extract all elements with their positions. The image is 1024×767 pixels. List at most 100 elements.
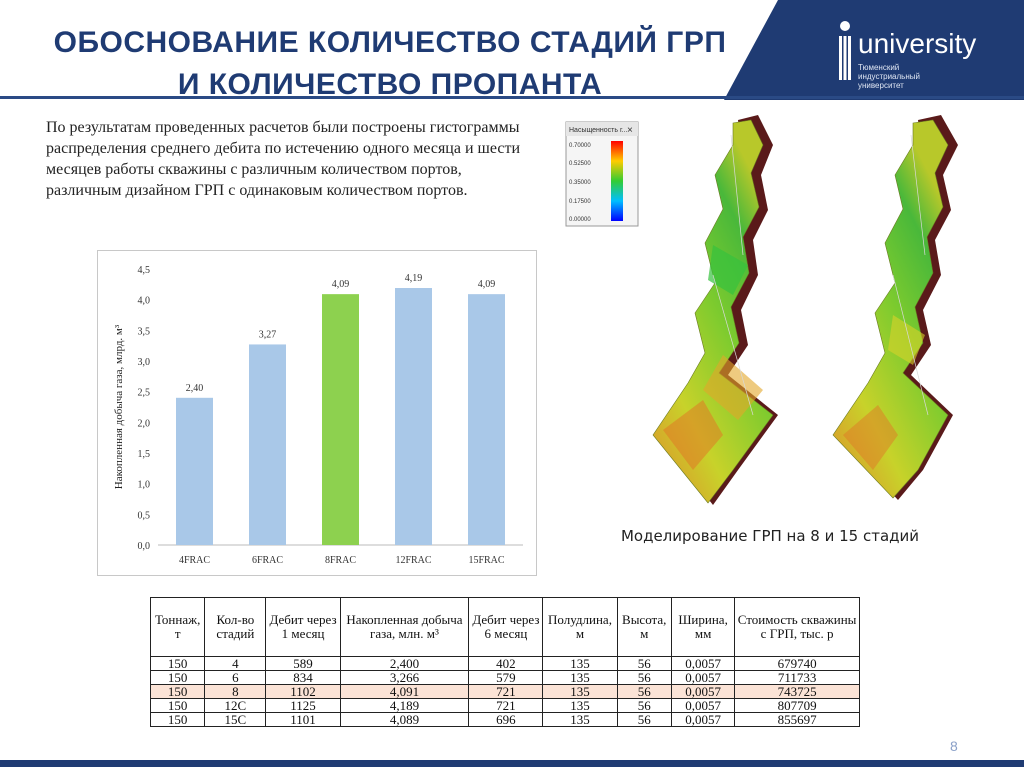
data-label: 4,09 — [478, 279, 496, 290]
table-cell: 834 — [265, 670, 341, 685]
y-tick-label: 0,5 — [138, 510, 151, 521]
table-cell: 711733 — [734, 670, 860, 685]
table-cell: 56 — [616, 698, 672, 713]
university-logo: university Тюменский индустриальный унив… — [838, 18, 988, 90]
table-cell: 855697 — [734, 712, 860, 727]
column-header: Стоимость скважины с ГРП, тыс. р — [734, 597, 860, 657]
column-header: Тоннаж, т — [149, 597, 206, 657]
bar-chart-panel: 0,0 0,5 1,0 1,5 2,0 2,5 3,0 3,5 4,0 4,5 Накопленна… — [97, 250, 537, 576]
footer-band — [0, 760, 1024, 767]
bar — [322, 294, 359, 545]
legend-tick: 0.35000 — [569, 180, 591, 186]
table-cell: 15С — [204, 712, 267, 727]
legend-tick: 0.17500 — [569, 199, 591, 205]
table-row: 150 8 1102 4,091 721 135 56 0,0057 743725 — [149, 684, 860, 699]
logo-word: university — [858, 28, 977, 59]
x-tick-label: 15FRAC — [468, 555, 504, 566]
table-cell: 1101 — [265, 712, 341, 727]
table-cell: 150 — [149, 656, 206, 671]
y-tick-label: 4,5 — [138, 265, 151, 276]
column-header: Ширина, мм — [670, 597, 736, 657]
y-tick-label: 2,0 — [138, 418, 151, 429]
x-tick-label: 12FRAC — [395, 555, 431, 566]
header-divider — [0, 96, 1024, 99]
slide-title: ОБОСНОВАНИЕ КОЛИЧЕСТВО СТАДИЙ ГРП И КОЛИ… — [53, 26, 727, 101]
column-header: Накопленная добыча газа, млн. м³ — [339, 597, 470, 657]
column-header: Высота, м — [616, 597, 672, 657]
table-cell: 4,089 — [339, 712, 470, 727]
frac-model-visualization: Насыщенность г... × 0.70000 0.52500 0.35… — [565, 115, 958, 505]
table-cell: 135 — [542, 698, 618, 713]
table-row: 150 6 834 3,266 579 135 56 0,0057 711733 — [149, 670, 860, 685]
frac-model-15-stages — [832, 115, 958, 500]
table-cell: 0,0057 — [670, 712, 736, 727]
y-axis-label: Накопленная добыча газа, млрд. м³ — [113, 324, 125, 489]
data-label: 4,19 — [405, 273, 423, 284]
table-cell: 2,400 — [339, 656, 470, 671]
table-cell: 150 — [149, 698, 206, 713]
frac-model-8-stages — [652, 115, 778, 505]
table-row: 150 4 589 2,400 402 135 56 0,0057 679740 — [149, 656, 860, 671]
y-tick-label: 1,5 — [138, 449, 151, 460]
table-cell: 6 — [204, 670, 267, 685]
close-icon[interactable]: × — [627, 125, 633, 136]
y-tick-label: 3,0 — [138, 357, 151, 368]
table-cell: 8 — [204, 684, 267, 699]
model-caption: Моделирование ГРП на 8 и 15 стадий — [620, 527, 920, 545]
table-cell: 721 — [468, 698, 544, 713]
table-cell: 56 — [616, 656, 672, 671]
table-cell: 1102 — [265, 684, 341, 699]
table-cell: 56 — [616, 712, 672, 727]
table-cell: 4,189 — [339, 698, 470, 713]
column-header: Дебит через 6 месяц — [468, 597, 544, 657]
table-cell: 1125 — [265, 698, 341, 713]
bar — [395, 288, 432, 545]
table-cell: 0,0057 — [670, 698, 736, 713]
table-cell: 150 — [149, 670, 206, 685]
table-cell: 56 — [616, 684, 672, 699]
table-cell: 4,091 — [339, 684, 470, 699]
saturation-legend: Насыщенность г... × 0.70000 0.52500 0.35… — [565, 121, 639, 227]
logo-mark-icon — [839, 21, 851, 80]
table-row: 150 12С 1125 4,189 721 135 56 0,0057 807709 — [149, 698, 860, 713]
table-cell: 0,0057 — [670, 670, 736, 685]
table-cell: 135 — [542, 670, 618, 685]
data-label: 3,27 — [259, 329, 277, 340]
frac-model-views: Насыщенность г... × 0.70000 0.52500 0.35… — [563, 115, 963, 510]
frac-parameters-table: Тоннаж, т Кол-во стадий Дебит через 1 меся… — [149, 597, 860, 727]
y-tick-label: 3,5 — [138, 326, 151, 337]
table-cell: 589 — [265, 656, 341, 671]
table-cell: 579 — [468, 670, 544, 685]
table-cell: 402 — [468, 656, 544, 671]
bar-chart: 0,0 0,5 1,0 1,5 2,0 2,5 3,0 3,5 4,0 4,5 Накопленна… — [113, 265, 523, 566]
x-tick-label: 4FRAC — [179, 555, 210, 566]
column-header: Дебит через 1 месяц — [265, 597, 341, 657]
y-tick-label: 2,5 — [138, 388, 151, 399]
data-label: 4,09 — [332, 279, 350, 290]
legend-tick: 0.00000 — [569, 217, 591, 223]
table-cell: 0,0057 — [670, 684, 736, 699]
column-header: Полудлина, м — [542, 597, 618, 657]
table-cell: 135 — [542, 684, 618, 699]
y-tick-label: 1,0 — [138, 480, 151, 491]
table-cell: 0,0057 — [670, 656, 736, 671]
table-cell: 12С — [204, 698, 267, 713]
intro-paragraph: По результатам проведенных расчетов были… — [46, 119, 521, 199]
table-cell: 135 — [542, 656, 618, 671]
x-tick-label: 6FRAC — [252, 555, 283, 566]
table-cell: 4 — [204, 656, 267, 671]
legend-title: Насыщенность г... — [569, 127, 628, 134]
table-cell: 135 — [542, 712, 618, 727]
table-cell: 721 — [468, 684, 544, 699]
table-cell: 150 — [149, 712, 206, 727]
table-cell: 3,266 — [339, 670, 470, 685]
legend-tick: 0.70000 — [569, 143, 591, 149]
data-label: 2,40 — [186, 383, 204, 394]
table-cell: 696 — [468, 712, 544, 727]
column-header: Кол-во стадий — [204, 597, 267, 657]
table-cell: 150 — [149, 684, 206, 699]
bar — [468, 294, 505, 545]
legend-tick: 0.52500 — [569, 161, 591, 167]
table-cell: 679740 — [734, 656, 860, 671]
y-tick-label: 4,0 — [138, 296, 151, 307]
